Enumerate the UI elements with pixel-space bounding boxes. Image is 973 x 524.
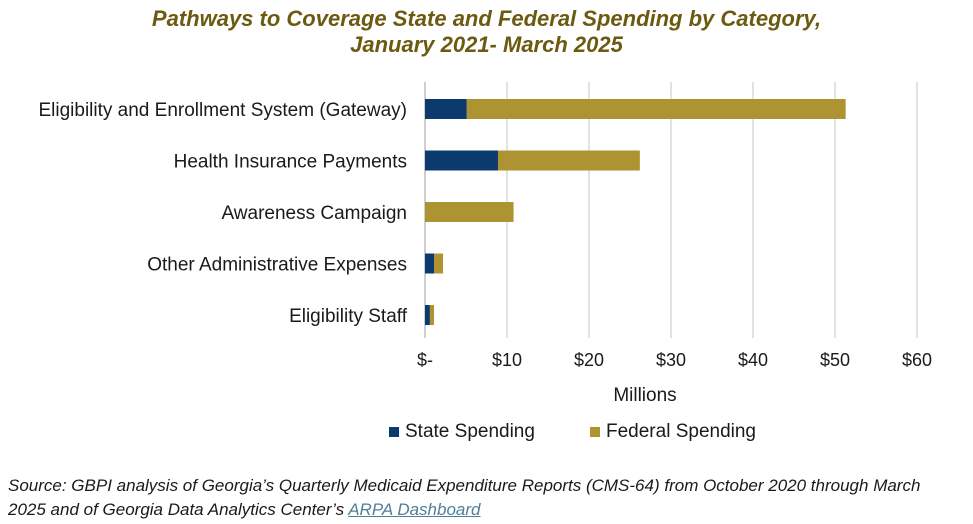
bar-federal-spending xyxy=(425,202,514,222)
source-text: Source: GBPI analysis of Georgia’s Quart… xyxy=(8,476,921,519)
bar-state-spending xyxy=(425,150,498,171)
category-label: Eligibility Staff xyxy=(289,306,408,327)
legend-swatch-state xyxy=(389,427,399,437)
gridlines xyxy=(424,82,918,338)
chart-title-line-1: Pathways to Coverage State and Federal S… xyxy=(151,6,822,31)
bar-state-spending xyxy=(425,99,467,119)
category-label: Health Insurance Payments xyxy=(174,152,407,173)
legend-item-state: State Spending xyxy=(389,421,535,443)
bar-federal-spending xyxy=(497,150,640,171)
bar-federal-spending xyxy=(434,253,444,274)
source-note: Source: GBPI analysis of Georgia’s Quart… xyxy=(8,474,958,522)
bar-state-spending xyxy=(425,253,435,274)
bars xyxy=(425,99,846,325)
x-tick-label: $10 xyxy=(492,350,522,370)
legend-item-federal: Federal Spending xyxy=(590,421,756,443)
x-tick-labels: $- $10 $20 $30 $40 $50 $60 xyxy=(417,350,932,370)
bar-state-spending xyxy=(425,305,430,325)
chart-title-line-2: January 2021- March 2025 xyxy=(350,32,623,57)
x-tick-label: $50 xyxy=(820,350,850,370)
x-tick-label: $60 xyxy=(902,350,932,370)
category-label: Awareness Campaign xyxy=(221,203,407,224)
bar-federal-spending xyxy=(429,305,435,325)
chart-plot-area: Eligibility and Enrollment System (Gatew… xyxy=(38,82,932,406)
x-tick-label: $40 xyxy=(738,350,768,370)
x-axis-title: Millions xyxy=(613,385,676,406)
legend-label-federal: Federal Spending xyxy=(606,421,756,442)
category-labels: Eligibility and Enrollment System (Gatew… xyxy=(38,100,407,327)
category-label: Eligibility and Enrollment System (Gatew… xyxy=(38,100,407,121)
x-tick-label: $20 xyxy=(574,350,604,370)
legend-label-state: State Spending xyxy=(405,421,535,442)
x-tick-label: $30 xyxy=(656,350,686,370)
legend-swatch-federal xyxy=(590,427,600,437)
legend: State Spending Federal Spending xyxy=(0,421,973,445)
x-tick-label: $- xyxy=(417,350,433,370)
category-label: Other Administrative Expenses xyxy=(147,255,407,276)
bar-federal-spending xyxy=(466,99,846,119)
chart-title: Pathways to Coverage State and Federal S… xyxy=(0,6,973,58)
arpa-dashboard-link[interactable]: ARPA Dashboard xyxy=(348,500,481,519)
